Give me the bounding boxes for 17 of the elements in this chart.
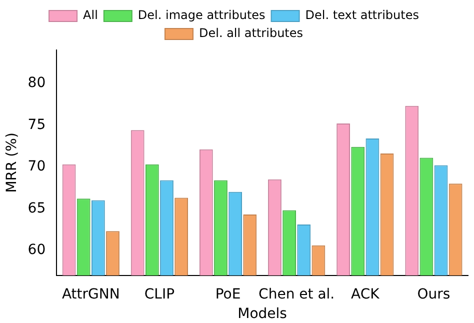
- x-tick-label: Chen et al.: [258, 286, 335, 302]
- y-axis-title: MRR (%): [4, 132, 20, 193]
- legend-label: All: [83, 8, 98, 22]
- y-tick-label: 80: [28, 75, 46, 92]
- legend-label: Del. text attributes: [305, 8, 419, 22]
- legend-label: Del. image attributes: [138, 8, 266, 22]
- legend-label: Del. all attributes: [198, 26, 304, 40]
- y-tick-label: 60: [28, 242, 46, 258]
- x-tick-label: CLIP: [144, 286, 175, 302]
- x-axis-title: Models: [238, 306, 287, 322]
- x-tick-label: ACK: [351, 286, 380, 302]
- x-tick-label: AttrGNN: [62, 286, 120, 302]
- y-tick-label: 65: [28, 200, 46, 216]
- y-tick-label: 75: [28, 116, 46, 133]
- y-tick-label: 70: [28, 158, 46, 175]
- x-tick-label: Ours: [417, 286, 450, 302]
- x-tick-label: PoE: [215, 286, 241, 302]
